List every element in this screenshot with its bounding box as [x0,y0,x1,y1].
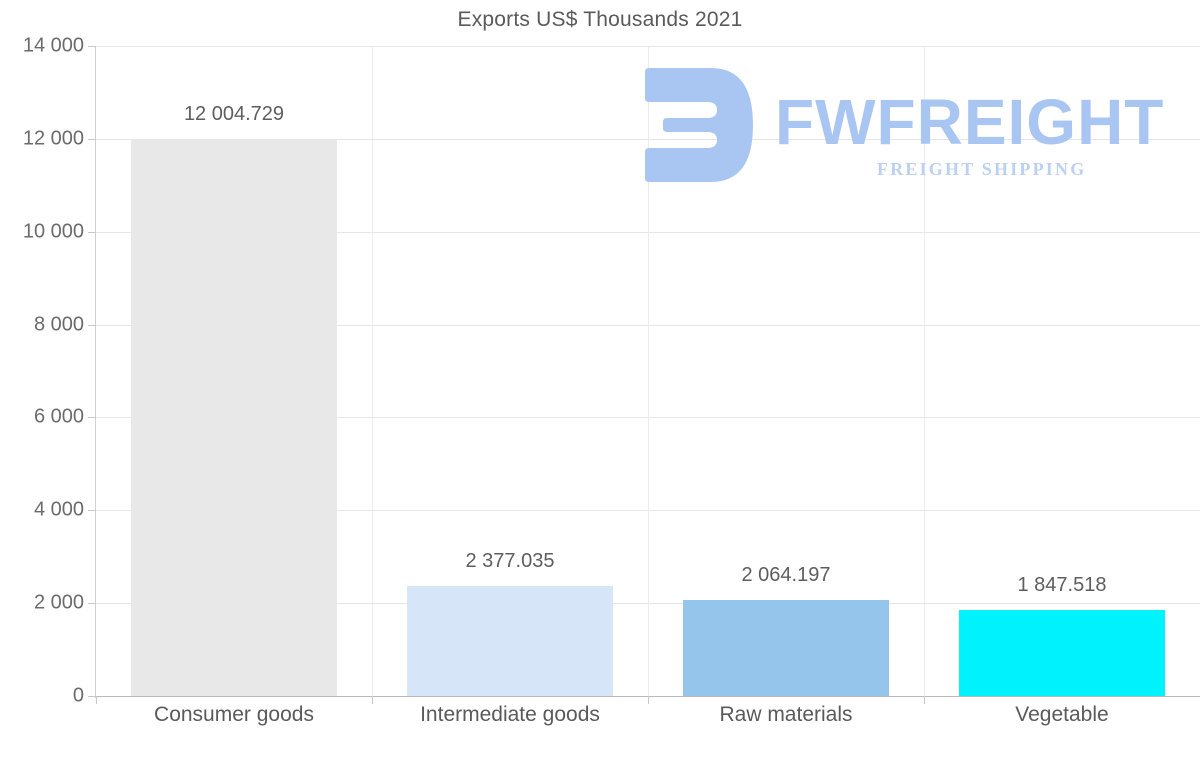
y-axis-tick-label: 14 000 [22,34,84,57]
x-axis-tick-mark [648,696,649,704]
y-axis-tick-label: 2 000 [33,591,84,614]
y-axis-tick-mark [88,603,96,605]
bar-consumer-goods[interactable] [131,139,337,696]
bar-raw-materials[interactable] [683,600,889,696]
y-axis-tick-mark [88,510,96,512]
y-axis-tick-mark [88,138,96,140]
y-axis-tick-label: 12 000 [22,127,84,150]
y-axis-tick-label: 8 000 [33,313,84,336]
x-axis-category-label: Intermediate goods [420,703,600,726]
bar-vegetable[interactable] [959,610,1165,696]
plot-area [96,46,1200,696]
x-axis-line [88,696,1200,697]
chart-title: Exports US$ Thousands 2021 [457,8,743,31]
y-axis-tick-mark [88,417,96,419]
x-axis-category-label: Vegetable [1015,703,1109,726]
gridline-vertical [648,46,649,696]
x-axis-tick-mark [96,696,97,704]
bar-value-label: 1 847.518 [1017,574,1107,596]
x-axis-category-label: Consumer goods [154,703,314,726]
y-axis-tick-label: 4 000 [33,498,84,521]
bar-value-label: 2 064.197 [741,564,831,586]
x-axis-category-label: Raw materials [719,703,853,726]
y-axis-tick-label: 6 000 [33,405,84,428]
bar-intermediate-goods[interactable] [407,586,613,696]
y-axis-line [95,46,96,698]
y-axis-tick-mark [88,696,96,697]
gridline-vertical [924,46,925,696]
bar-value-label: 12 004.729 [183,103,285,125]
y-axis-tick-mark [88,231,96,233]
y-axis-tick-mark [88,46,96,47]
y-axis-tick-label: 10 000 [22,220,84,243]
bar-value-label: 2 377.035 [465,550,555,572]
y-axis-tick-mark [88,324,96,326]
x-axis-tick-mark [924,696,925,704]
y-axis-tick-label: 0 [72,684,84,707]
x-axis-tick-mark [372,696,373,704]
gridline-vertical [372,46,373,696]
